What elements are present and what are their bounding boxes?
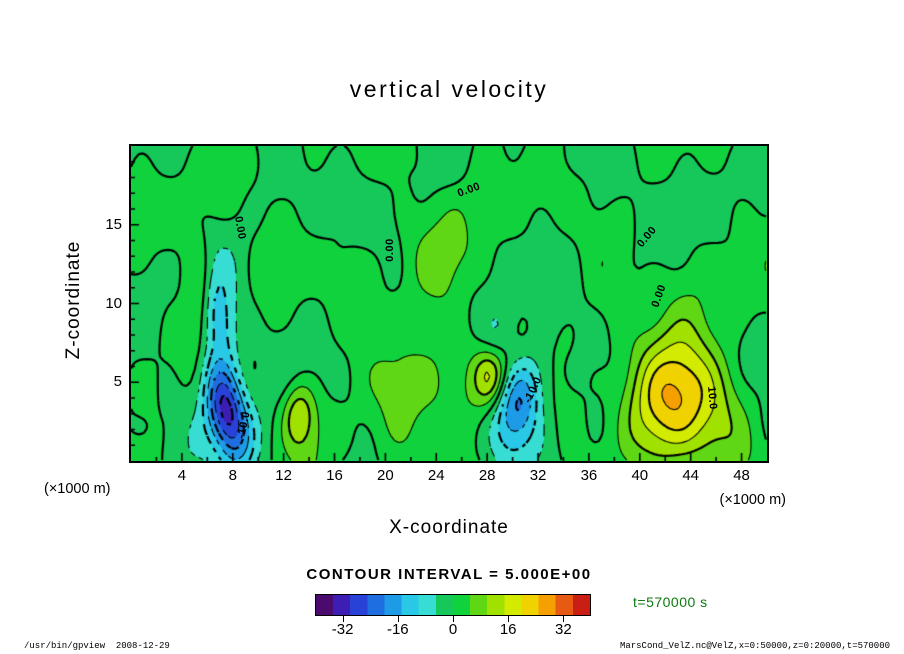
x-tick-label: 36 <box>580 467 598 484</box>
x-axis-unit: (×1000 m) <box>719 492 787 508</box>
x-tick-label: 44 <box>682 467 700 484</box>
colorbar-tick-label: -32 <box>331 621 354 638</box>
x-tick-label: 8 <box>228 467 237 484</box>
x-axis-label: X-coordinate <box>389 517 509 538</box>
contour-plot-canvas <box>131 146 767 461</box>
x-tick-label: 4 <box>177 467 187 484</box>
colorbar-tick <box>453 616 454 622</box>
colorbar-tick-label: 32 <box>555 621 572 638</box>
x-tick-label: 40 <box>631 467 649 484</box>
x-tick-label: 16 <box>326 467 343 484</box>
y-tick-label: 10 <box>105 294 122 312</box>
y-axis-unit: (×1000 m) <box>44 481 111 497</box>
colorbar-tick-label: 16 <box>499 621 517 638</box>
footer-file-info: MarsCond_VelZ.nc@VelZ,x=0:50000,z=0:2000… <box>619 641 890 651</box>
footer-command-date: /usr/bin/gpview 2008-12-29 <box>24 641 170 651</box>
colorbar-tick <box>508 616 510 622</box>
time-annotation: t=570000 s <box>633 594 708 610</box>
colorbar-tick-label: -16 <box>386 621 409 638</box>
y-tick-label: 5 <box>113 373 122 391</box>
colorbar-tick <box>397 616 399 622</box>
x-tick-label: 28 <box>478 467 496 484</box>
contour-line-label: 0.00 <box>384 238 397 262</box>
plot-area: 0.00 0.00 0.00 0.00 0.00 -10.0 10.0 -10.0 <box>129 144 769 463</box>
y-tick-label: 15 <box>105 215 122 233</box>
contour-interval-text: CONTOUR INTERVAL = 5.000E+00 <box>306 566 592 583</box>
colorbar <box>315 594 591 616</box>
colorbar-tick <box>563 616 565 622</box>
x-tick-label: 32 <box>529 467 547 484</box>
y-axis-label: Z-coordinate <box>63 240 84 360</box>
x-tick-label: 20 <box>377 467 394 484</box>
x-tick-label: 48 <box>733 467 750 484</box>
x-tick-label: 12 <box>275 467 292 484</box>
contour-line-label: 10.0 <box>705 385 720 411</box>
colorbar-tick <box>342 616 344 622</box>
x-tick-label: 24 <box>427 467 445 484</box>
colorbar-tick-label: 0 <box>448 621 458 638</box>
plot-title: vertical velocity <box>349 76 549 102</box>
